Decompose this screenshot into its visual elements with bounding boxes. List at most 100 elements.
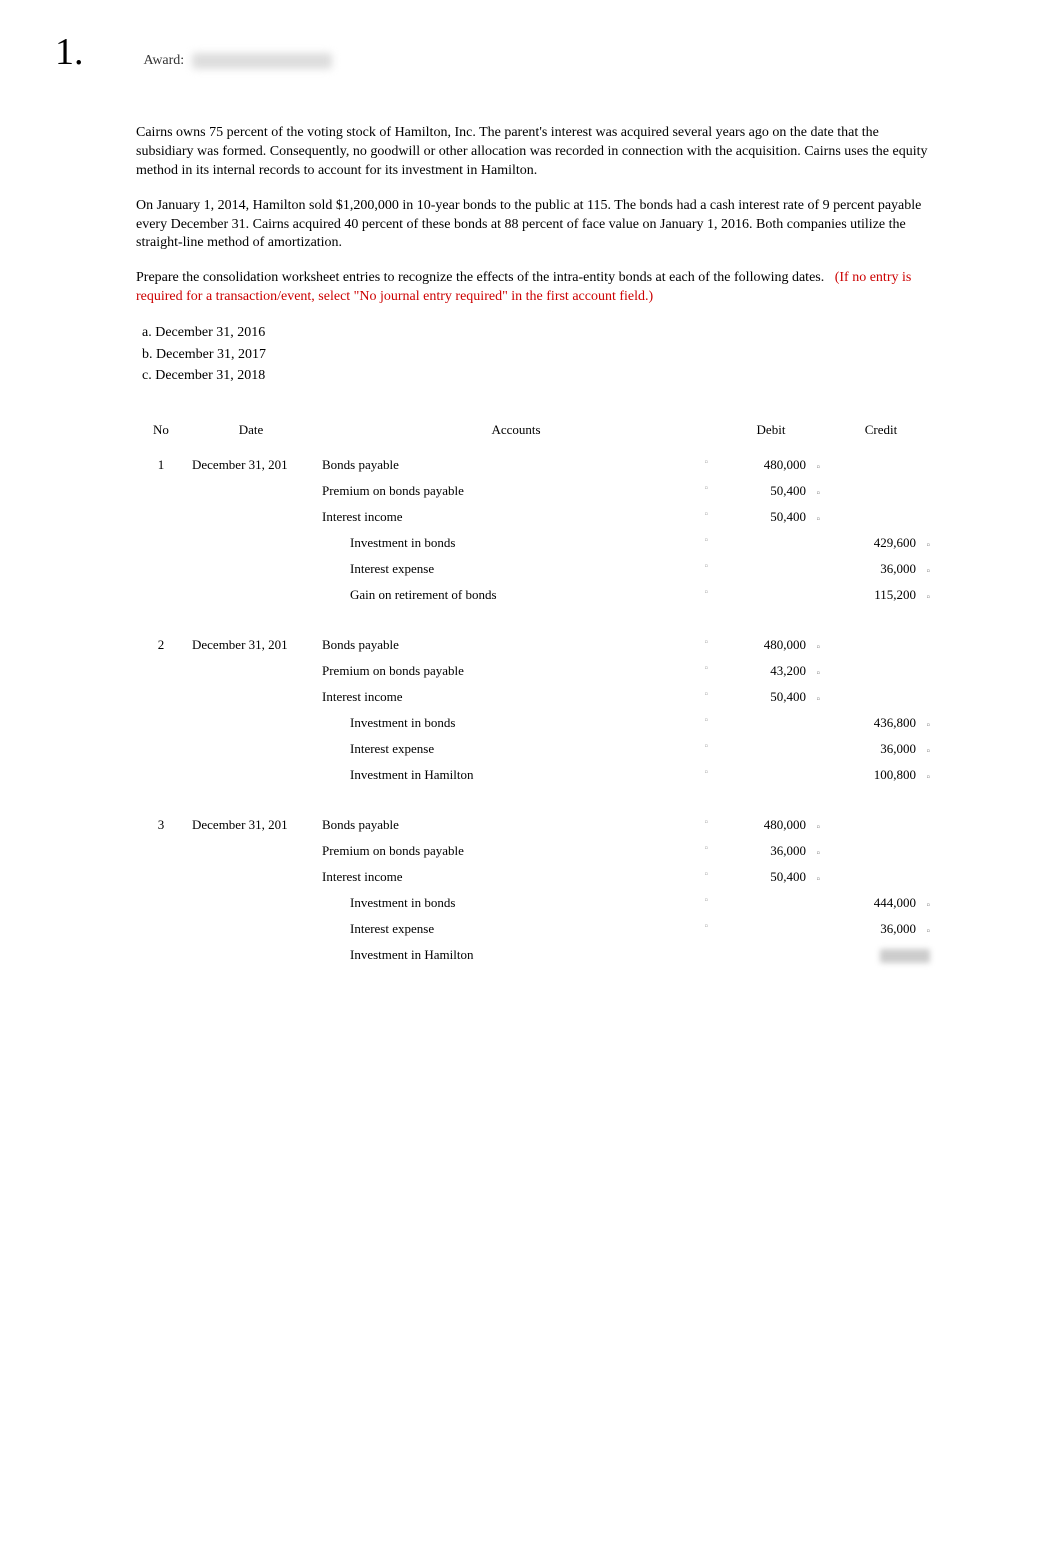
table-header-row: No Date Accounts Debit Credit	[136, 414, 936, 452]
select-indicator-icon[interactable]: ▫	[704, 663, 708, 674]
select-indicator-icon[interactable]: ▫	[704, 483, 708, 494]
cell-credit	[826, 942, 936, 968]
cell-account: Investment in bonds▫	[316, 710, 716, 736]
cell-credit	[826, 838, 936, 864]
check-icon: ▫	[922, 720, 930, 728]
check-icon: ▫	[922, 746, 930, 754]
cell-credit: 444,000▫	[826, 890, 936, 916]
select-indicator-icon[interactable]: ▫	[704, 767, 708, 778]
cell-debit: 50,400▫	[716, 864, 826, 890]
cell-account: Investment in Hamilton▫	[316, 762, 716, 788]
cell-date	[186, 916, 316, 942]
check-icon: ▫	[812, 822, 820, 830]
select-indicator-icon[interactable]: ▫	[704, 587, 708, 598]
check-icon: ▫	[922, 566, 930, 574]
award-value-blurred	[192, 53, 332, 69]
cell-account: Bonds payable▫	[316, 812, 716, 838]
cell-date	[186, 478, 316, 504]
cell-date	[186, 762, 316, 788]
cell-date	[186, 838, 316, 864]
check-icon: ▫	[922, 592, 930, 600]
cell-account: Interest expense▫	[316, 736, 716, 762]
select-indicator-icon[interactable]: ▫	[704, 741, 708, 752]
check-icon: ▫	[812, 488, 820, 496]
check-icon: ▫	[812, 668, 820, 676]
check-icon: ▫	[812, 694, 820, 702]
cell-debit	[716, 890, 826, 916]
cell-date	[186, 504, 316, 530]
cell-debit: 480,000▫	[716, 812, 826, 838]
header-credit: Credit	[826, 414, 936, 452]
select-indicator-icon[interactable]: ▫	[704, 637, 708, 648]
table-row: Interest income▫50,400▫	[136, 504, 936, 530]
select-indicator-icon[interactable]: ▫	[704, 869, 708, 880]
select-indicator-icon[interactable]: ▫	[704, 895, 708, 906]
table-row: Investment in bonds▫436,800▫	[136, 710, 936, 736]
cell-no	[136, 710, 186, 736]
cell-no	[136, 942, 186, 968]
cell-debit	[716, 530, 826, 556]
check-icon: ▫	[922, 772, 930, 780]
cell-account: Premium on bonds payable▫	[316, 478, 716, 504]
table-row: Premium on bonds payable▫50,400▫	[136, 478, 936, 504]
cell-date	[186, 736, 316, 762]
paragraph-3a: Prepare the consolidation worksheet entr…	[136, 270, 824, 285]
select-indicator-icon[interactable]: ▫	[704, 843, 708, 854]
select-indicator-icon[interactable]: ▫	[704, 561, 708, 572]
cell-credit	[826, 478, 936, 504]
cell-account: Premium on bonds payable▫	[316, 838, 716, 864]
spacer-row	[136, 788, 936, 812]
cell-no	[136, 582, 186, 608]
cell-account: Premium on bonds payable▫	[316, 658, 716, 684]
cell-credit	[826, 864, 936, 890]
cell-credit: 36,000▫	[826, 916, 936, 942]
cell-debit: 480,000▫	[716, 632, 826, 658]
list-item-c: c. December 31, 2018	[142, 366, 936, 386]
table-row: 1December 31, 201Bonds payable▫480,000▫	[136, 452, 936, 478]
select-indicator-icon[interactable]: ▫	[704, 457, 708, 468]
select-indicator-icon[interactable]: ▫	[704, 689, 708, 700]
cell-no	[136, 762, 186, 788]
cell-date: December 31, 201	[186, 452, 316, 478]
cell-no	[136, 736, 186, 762]
select-indicator-icon[interactable]: ▫	[704, 715, 708, 726]
select-indicator-icon[interactable]: ▫	[704, 509, 708, 520]
cell-date: December 31, 201	[186, 632, 316, 658]
cell-debit	[716, 736, 826, 762]
cell-debit	[716, 556, 826, 582]
cell-credit	[826, 452, 936, 478]
table-row: Interest expense▫ 36,000▫	[136, 916, 936, 942]
cell-no	[136, 504, 186, 530]
question-number: 1.	[55, 30, 84, 74]
cell-credit: 36,000▫	[826, 736, 936, 762]
paragraph-2: On January 1, 2014, Hamilton sold $1,200…	[136, 197, 936, 254]
cell-no	[136, 916, 186, 942]
check-icon: ▫	[922, 540, 930, 548]
table-row: Investment in bonds▫444,000▫	[136, 890, 936, 916]
cell-date	[186, 864, 316, 890]
journal-table: No Date Accounts Debit Credit 1December …	[136, 414, 936, 968]
cell-date	[186, 684, 316, 710]
cell-account: Interest income▫	[316, 864, 716, 890]
table-row: Investment in Hamilton	[136, 942, 936, 968]
table-row: Interest expense▫ 36,000▫	[136, 736, 936, 762]
cell-credit	[826, 684, 936, 710]
table-row: Investment in bonds▫ 429,600▫	[136, 530, 936, 556]
cell-account: Investment in bonds▫	[316, 530, 716, 556]
cell-credit: 429,600▫	[826, 530, 936, 556]
cell-date	[186, 530, 316, 556]
cell-no	[136, 658, 186, 684]
paragraph-1: Cairns owns 75 percent of the voting sto…	[136, 124, 936, 181]
table-row: Gain on retirement of bonds▫115,200▫	[136, 582, 936, 608]
select-indicator-icon[interactable]: ▫	[704, 535, 708, 546]
select-indicator-icon[interactable]: ▫	[704, 921, 708, 932]
cell-debit: 50,400▫	[716, 504, 826, 530]
check-icon: ▫	[812, 848, 820, 856]
cell-no	[136, 478, 186, 504]
cell-account: Investment in Hamilton	[316, 942, 716, 968]
header-accounts: Accounts	[316, 414, 716, 452]
cell-account: Interest expense▫	[316, 916, 716, 942]
cell-date	[186, 890, 316, 916]
cell-debit	[716, 916, 826, 942]
select-indicator-icon[interactable]: ▫	[704, 817, 708, 828]
